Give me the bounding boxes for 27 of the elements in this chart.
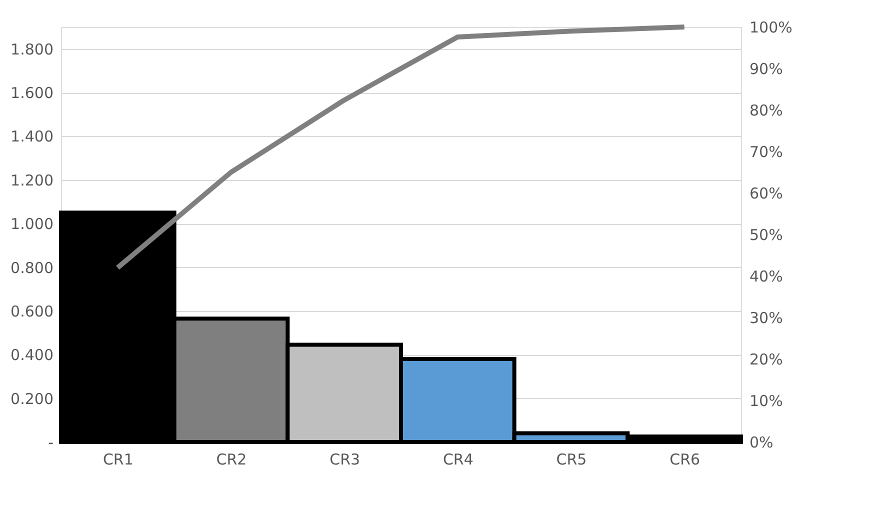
y2-tick-label: 100% bbox=[750, 18, 792, 36]
y2-tick-label: 50% bbox=[750, 226, 783, 244]
y2-tick-label: 80% bbox=[750, 102, 783, 120]
y-tick-label: - bbox=[48, 434, 54, 452]
y2-tick-label: 60% bbox=[750, 184, 783, 202]
x-tick-label: CR2 bbox=[216, 450, 247, 468]
y-tick-label: 0.200 bbox=[10, 390, 54, 408]
y-tick-label: 1.200 bbox=[10, 171, 54, 190]
x-tick-label: CR1 bbox=[102, 450, 134, 468]
y2-tick-label: 0% bbox=[750, 434, 774, 452]
y-tick-label: 1.800 bbox=[10, 40, 54, 58]
y2-tick-label: 30% bbox=[750, 309, 783, 327]
y-tick-label: 0.400 bbox=[10, 346, 54, 364]
x-tick-label: CR3 bbox=[330, 450, 360, 468]
y2-tick-label: 20% bbox=[750, 350, 783, 368]
y-tick-label: 1.000 bbox=[10, 215, 54, 234]
y-tick-label: 0.800 bbox=[10, 258, 54, 277]
y-tick-label: 1.600 bbox=[10, 84, 54, 102]
x-tick-label: CR5 bbox=[556, 450, 587, 468]
x-tick-label: CR4 bbox=[442, 450, 474, 468]
y-tick-label: 0.600 bbox=[10, 302, 54, 320]
y-tick-label: 1.400 bbox=[10, 128, 54, 146]
y2-tick-label: 10% bbox=[750, 392, 783, 410]
x-tick-label: CR6 bbox=[670, 450, 700, 468]
y2-tick-label: 70% bbox=[750, 143, 783, 161]
y2-tick-label: 40% bbox=[750, 268, 783, 286]
y2-tick-label: 90% bbox=[750, 60, 783, 78]
